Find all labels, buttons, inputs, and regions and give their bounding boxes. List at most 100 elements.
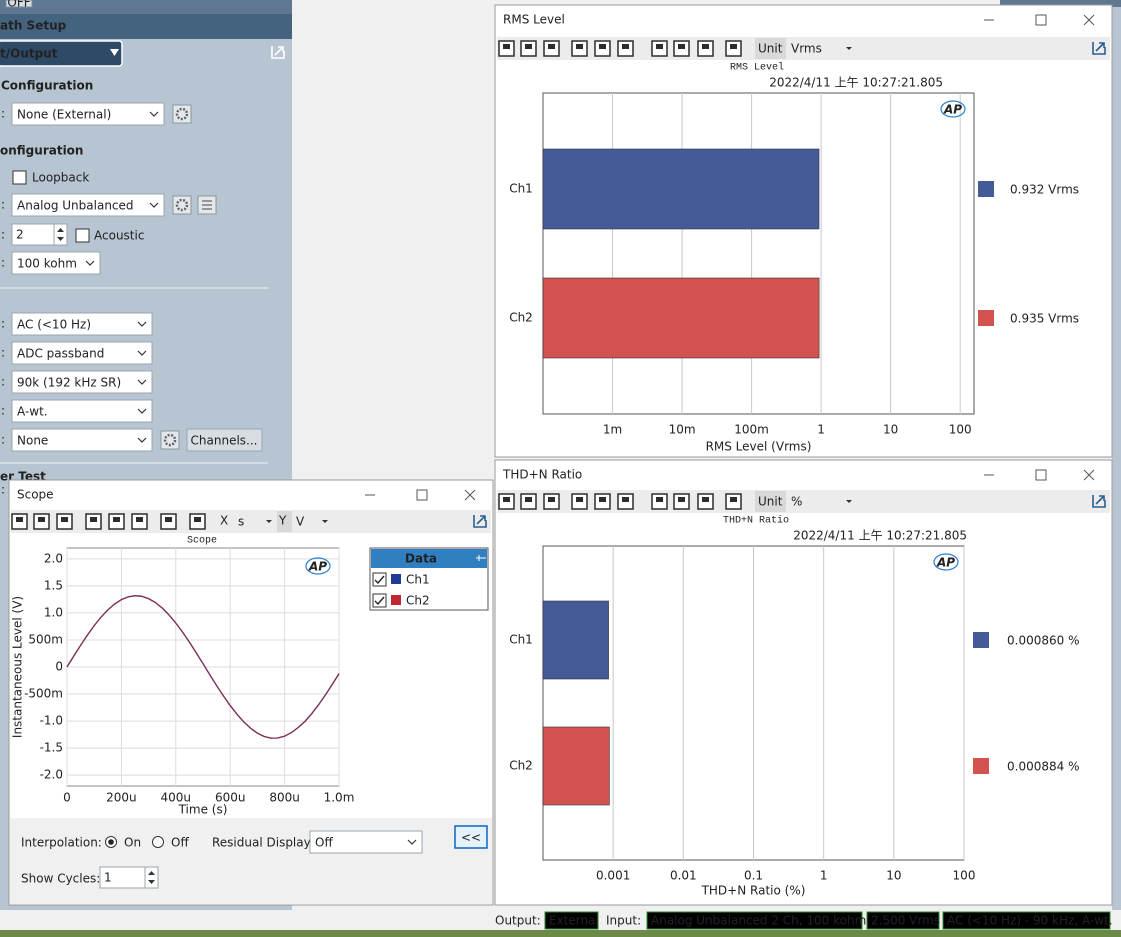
panel-title: ath Setup bbox=[0, 19, 67, 33]
details-icon bbox=[202, 200, 212, 210]
spinner-down bbox=[148, 880, 155, 884]
checkbox[interactable] bbox=[372, 593, 387, 608]
toolbar-button[interactable] bbox=[11, 513, 28, 530]
toolbar-button[interactable] bbox=[56, 513, 73, 530]
toolbar-button[interactable] bbox=[520, 493, 537, 510]
plot-area bbox=[542, 92, 975, 415]
spinner[interactable] bbox=[99, 866, 159, 889]
dropdown[interactable] bbox=[11, 399, 153, 423]
export-button[interactable] bbox=[1092, 42, 1106, 55]
checkbox-label: Acoustic bbox=[94, 229, 144, 243]
dropdown-value: None (External) bbox=[17, 108, 111, 122]
unit-dropdown[interactable] bbox=[788, 38, 856, 59]
toolbar-button[interactable] bbox=[189, 513, 206, 530]
checkbox[interactable] bbox=[372, 572, 387, 587]
mode-dropdown[interactable] bbox=[0, 40, 123, 67]
button-label: Channels... bbox=[191, 434, 258, 448]
dropdown[interactable] bbox=[309, 830, 423, 854]
dropdown[interactable] bbox=[11, 428, 153, 452]
maximize-button[interactable] bbox=[1035, 469, 1047, 481]
dropdown-arrow bbox=[407, 839, 417, 845]
dropdown[interactable] bbox=[11, 312, 153, 336]
toolbar-button[interactable] bbox=[651, 40, 668, 57]
toolbar-button[interactable] bbox=[33, 513, 50, 530]
collapse-button[interactable] bbox=[454, 825, 488, 849]
close-button[interactable] bbox=[1083, 469, 1095, 481]
dropdown[interactable] bbox=[11, 193, 165, 217]
unit-dropdown[interactable] bbox=[788, 491, 856, 512]
toolbar-button[interactable] bbox=[108, 513, 125, 530]
legend-swatch bbox=[978, 310, 994, 326]
y-axis-label: Instantaneous Level (V) bbox=[11, 596, 25, 738]
dropdown[interactable] bbox=[11, 370, 153, 394]
status-label: Output: bbox=[495, 914, 541, 928]
unit-label-bg bbox=[755, 38, 786, 59]
export-button[interactable] bbox=[473, 515, 487, 528]
toolbar-icon-detail bbox=[702, 497, 709, 502]
toolbar-button[interactable] bbox=[697, 40, 714, 57]
toolbar-button[interactable] bbox=[543, 493, 560, 510]
y-unit-dropdown[interactable] bbox=[293, 511, 331, 532]
y-tick-label: -500m bbox=[24, 687, 63, 701]
x-axis-label: RMS Level (Vrms) bbox=[706, 440, 812, 454]
close-button[interactable] bbox=[1083, 14, 1095, 26]
toolbar-button[interactable] bbox=[131, 513, 148, 530]
toolbar-button[interactable] bbox=[571, 493, 588, 510]
toolbar-icon-detail bbox=[38, 517, 45, 522]
export-button[interactable] bbox=[271, 46, 285, 59]
x-tick-label: 0 bbox=[63, 791, 71, 805]
timestamp: 2022/4/11 上午 10:27:21.805 bbox=[769, 76, 943, 90]
toolbar-button[interactable] bbox=[725, 40, 742, 57]
toolbar-icon-detail bbox=[525, 497, 532, 502]
toolbar-icon-detail bbox=[576, 497, 583, 502]
value-label: 0.935 Vrms bbox=[1010, 312, 1079, 326]
dropdown-arrow bbox=[85, 260, 95, 266]
toolbar-icon-detail bbox=[702, 44, 709, 49]
spinner[interactable] bbox=[11, 223, 68, 246]
toolbar-button[interactable] bbox=[651, 493, 668, 510]
toolbar-button[interactable] bbox=[160, 513, 177, 530]
toolbar-button[interactable] bbox=[673, 40, 690, 57]
toolbar-button[interactable] bbox=[617, 493, 634, 510]
close-button[interactable] bbox=[464, 489, 476, 501]
toolbar-button[interactable] bbox=[85, 513, 102, 530]
channels-button[interactable] bbox=[186, 428, 263, 452]
dropdown-value: AC (<10 Hz) bbox=[17, 318, 91, 332]
dropdown[interactable] bbox=[11, 102, 165, 126]
settings-button[interactable] bbox=[172, 104, 192, 124]
dropdown[interactable] bbox=[11, 341, 153, 365]
toolbar-button[interactable] bbox=[498, 40, 515, 57]
toolbar-button[interactable] bbox=[543, 40, 560, 57]
maximize-button[interactable] bbox=[416, 489, 428, 501]
toolbar-button[interactable] bbox=[571, 40, 588, 57]
toolbar-button[interactable] bbox=[673, 493, 690, 510]
settings-button[interactable] bbox=[160, 430, 180, 450]
export-button[interactable] bbox=[1092, 495, 1106, 508]
toolbar-button[interactable] bbox=[617, 40, 634, 57]
toolbar-button[interactable] bbox=[594, 493, 611, 510]
spinner-up bbox=[148, 871, 155, 875]
toolbar-button[interactable] bbox=[520, 40, 537, 57]
bar bbox=[542, 148, 820, 230]
maximize-button[interactable] bbox=[1035, 14, 1047, 26]
unit-value: Vrms bbox=[791, 42, 822, 56]
toolbar-button[interactable] bbox=[697, 493, 714, 510]
checkbox[interactable] bbox=[75, 228, 90, 243]
x-tick-label: 100 bbox=[949, 423, 972, 437]
toolbar-button[interactable] bbox=[498, 493, 515, 510]
x-unit-dropdown[interactable] bbox=[234, 511, 276, 532]
toolbar-button[interactable] bbox=[725, 493, 742, 510]
radio-off[interactable] bbox=[152, 836, 164, 848]
toolbar-icon-detail bbox=[194, 517, 201, 522]
dropdown[interactable] bbox=[11, 251, 101, 275]
toolbar-button[interactable] bbox=[594, 40, 611, 57]
settings-button[interactable] bbox=[172, 195, 192, 215]
x-tick-label: 100 bbox=[953, 869, 976, 883]
bar bbox=[542, 600, 609, 680]
x-tick-label: 0.001 bbox=[596, 869, 630, 883]
checkbox[interactable] bbox=[12, 170, 27, 185]
legend-swatch bbox=[973, 758, 989, 774]
row-prefix: : bbox=[1, 256, 5, 270]
dropdown-arrow bbox=[266, 520, 272, 523]
status-value: External bbox=[549, 914, 599, 928]
